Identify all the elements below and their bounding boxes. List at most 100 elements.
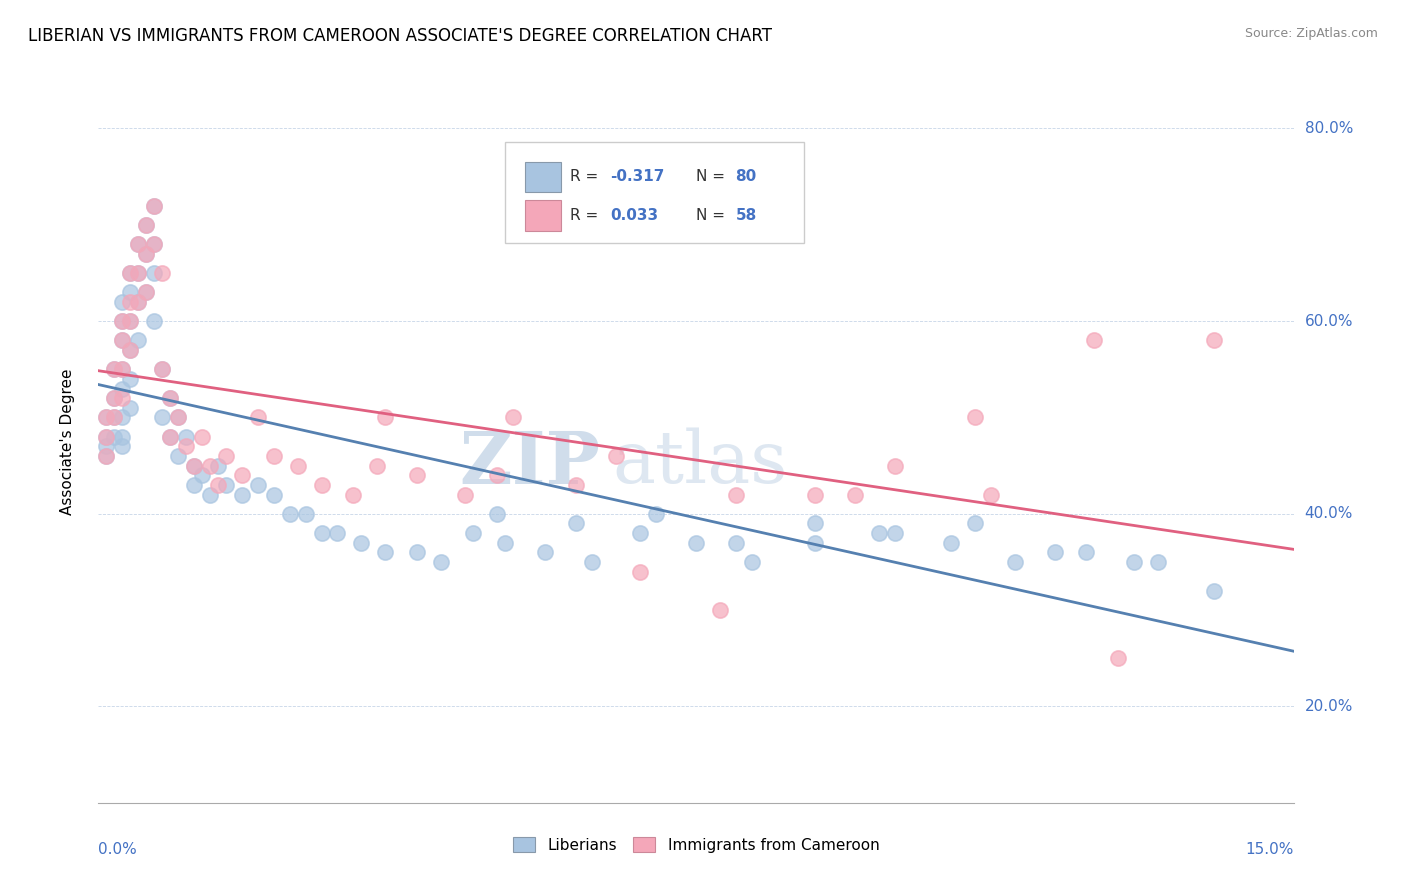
Point [844,487,866,501]
Point [111,334,134,348]
Point [111,382,134,396]
Point [1076,545,1098,559]
Text: -0.317: -0.317 [610,169,664,184]
Point [430,555,453,569]
Point [724,535,747,549]
Point [111,294,134,309]
Bar [524,162,561,193]
Point [198,487,221,501]
Text: N =: N = [696,208,730,223]
Point [406,545,429,559]
Point [127,266,149,280]
Point [159,391,181,405]
Point [103,430,125,444]
Text: R =: R = [571,169,603,184]
Text: 40.0%: 40.0% [1305,507,1353,521]
Point [127,334,149,348]
Point [191,468,214,483]
Point [191,430,214,444]
Point [374,545,396,559]
Point [263,449,285,463]
Text: Source: ZipAtlas.com: Source: ZipAtlas.com [1244,27,1378,40]
Point [628,565,651,579]
Point [1202,583,1225,598]
Text: 58: 58 [735,208,756,223]
Point [246,478,269,492]
Point [628,526,651,541]
Point [103,391,125,405]
Point [231,468,253,483]
Point [366,458,388,473]
Point [143,237,166,252]
Point [127,294,149,309]
Point [709,603,731,617]
Point [150,362,173,376]
Point [485,468,508,483]
Point [96,439,118,453]
Point [263,487,285,501]
Bar [524,200,561,230]
Point [143,237,166,252]
Point [278,507,301,521]
Point [120,266,142,280]
Point [167,410,190,425]
Point [804,535,827,549]
Point [150,362,173,376]
Point [111,314,134,328]
Point [198,458,221,473]
Text: 15.0%: 15.0% [1246,842,1294,856]
Y-axis label: Associate's Degree: Associate's Degree [60,368,75,515]
Point [741,555,763,569]
Point [183,458,205,473]
Point [159,430,181,444]
Point [127,266,149,280]
Point [135,218,157,232]
Point [143,198,166,212]
Text: LIBERIAN VS IMMIGRANTS FROM CAMEROON ASSOCIATE'S DEGREE CORRELATION CHART: LIBERIAN VS IMMIGRANTS FROM CAMEROON ASS… [28,27,772,45]
Point [581,555,603,569]
Text: 0.0%: 0.0% [98,842,138,856]
Point [120,294,142,309]
Point [111,334,134,348]
Point [96,449,118,463]
Point [127,294,149,309]
Text: atlas: atlas [613,428,787,499]
Point [1202,334,1225,348]
Point [804,516,827,531]
FancyBboxPatch shape [505,142,804,243]
Point [645,507,668,521]
Text: N =: N = [696,169,730,184]
Point [1004,555,1026,569]
Point [127,237,149,252]
Point [884,526,907,541]
Text: ZIP: ZIP [460,428,600,499]
Point [96,410,118,425]
Point [183,458,205,473]
Point [103,362,125,376]
Point [111,362,134,376]
Point [1043,545,1066,559]
Point [461,526,484,541]
Point [111,410,134,425]
Point [294,507,316,521]
Point [150,266,173,280]
Point [326,526,349,541]
Point [174,430,197,444]
Point [103,362,125,376]
Point [120,314,142,328]
Point [963,410,986,425]
Legend: Liberians, Immigrants from Cameroon: Liberians, Immigrants from Cameroon [505,829,887,860]
Point [96,430,118,444]
Point [287,458,309,473]
Text: R =: R = [571,208,603,223]
Point [350,535,373,549]
Point [1147,555,1170,569]
Point [533,545,555,559]
Point [207,458,229,473]
Point [143,198,166,212]
Point [111,430,134,444]
Point [454,487,477,501]
Point [939,535,962,549]
Point [159,430,181,444]
Point [174,439,197,453]
